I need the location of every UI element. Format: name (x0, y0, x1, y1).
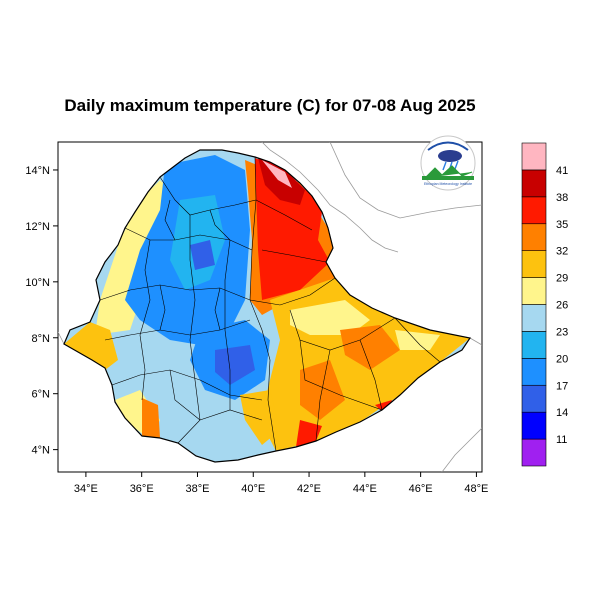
colorbar-label: 23 (556, 326, 568, 338)
y-tick-label: 14°N (25, 165, 50, 177)
x-tick-label: 40°E (241, 483, 265, 495)
y-tick-label: 10°N (25, 277, 50, 289)
colorbar-swatch (521, 250, 547, 278)
x-tick-label: 36°E (130, 483, 154, 495)
y-axis: 4°N 6°N 8°N 10°N 12°N 14°N (25, 165, 58, 457)
colorbar-swatch (521, 142, 547, 171)
colorbar-swatch (521, 169, 547, 198)
x-tick-label: 46°E (409, 483, 433, 495)
admin-boundaries (63, 149, 471, 463)
colorbar-swatch (521, 384, 547, 413)
colorbar-label: 41 (556, 165, 568, 177)
x-tick-label: 48°E (464, 483, 488, 495)
colorbar-swatch (521, 196, 547, 225)
y-tick-label: 6°N (32, 389, 51, 401)
colorbar-label: 35 (556, 219, 568, 231)
y-tick-label: 4°N (32, 445, 51, 457)
colorbar-label: 17 (556, 380, 568, 392)
neighbour-borders (58, 142, 482, 472)
colorbar-label: 26 (556, 300, 568, 312)
colorbar: 11 14 17 20 23 26 29 32 35 38 41 (521, 142, 568, 467)
logo-text: Ethiopian Meteorology Institute (424, 182, 472, 186)
y-tick-label: 8°N (32, 333, 51, 345)
colorbar-label: 20 (556, 353, 568, 365)
y-tick-label: 12°N (25, 221, 50, 233)
x-tick-label: 34°E (74, 483, 98, 495)
map-title: Daily maximum temperature (C) for 07-08 … (64, 96, 476, 115)
colorbar-swatch (521, 438, 547, 467)
x-tick-label: 42°E (297, 483, 321, 495)
ethiopian-meteorology-institute-logo: Ethiopian Meteorology Institute (420, 135, 476, 191)
colorbar-label: 32 (556, 246, 568, 258)
colorbar-label: 11 (556, 434, 567, 446)
colorbar-label: 14 (556, 407, 568, 419)
colorbar-swatch (521, 277, 547, 305)
x-axis: 34°E 36°E 38°E 40°E 42°E 44°E 46°E 48°E (74, 472, 488, 495)
colorbar-label: 29 (556, 273, 568, 285)
colorbar-swatch (521, 411, 547, 440)
colorbar-swatch (521, 331, 547, 359)
x-tick-label: 44°E (353, 483, 377, 495)
x-tick-label: 38°E (185, 483, 209, 495)
colorbar-swatch (521, 358, 547, 386)
colorbar-label: 38 (556, 192, 568, 204)
colorbar-swatch (521, 223, 547, 251)
colorbar-swatch (521, 304, 547, 332)
